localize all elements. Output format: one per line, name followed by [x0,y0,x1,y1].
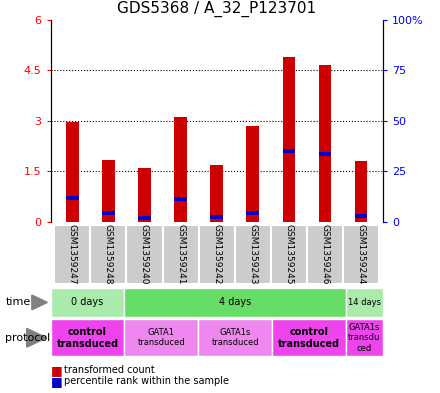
Text: GSM1359244: GSM1359244 [357,224,366,285]
Text: GSM1359241: GSM1359241 [176,224,185,285]
Title: GDS5368 / A_32_P123701: GDS5368 / A_32_P123701 [117,1,316,17]
Bar [54,225,90,284]
Text: time: time [5,298,30,307]
Text: 4 days: 4 days [219,298,251,307]
Bar [51,319,125,356]
Bar [125,288,346,317]
Text: 0 days: 0 days [71,298,104,307]
Bar [282,149,295,152]
Bar [125,319,198,356]
Text: protocol: protocol [5,333,51,343]
Bar [319,65,331,222]
Text: control
transduced: control transduced [56,327,118,349]
Bar [51,288,125,317]
Text: percentile rank within the sample: percentile rank within the sample [64,376,229,386]
Bar [174,118,187,222]
Text: GSM1359245: GSM1359245 [284,224,293,285]
Text: GSM1359248: GSM1359248 [104,224,113,285]
Bar [282,57,295,222]
Bar [210,165,223,222]
Text: GATA1s
transduced: GATA1s transduced [211,328,259,347]
Bar [346,319,383,356]
Text: transformed count: transformed count [64,365,154,375]
Bar [126,225,162,284]
Text: GSM1359246: GSM1359246 [320,224,330,285]
Text: GSM1359247: GSM1359247 [68,224,77,285]
Bar [138,168,151,222]
Text: ■: ■ [51,364,62,377]
Bar [66,122,79,222]
Bar [319,152,331,156]
Polygon shape [32,295,48,310]
Bar [343,225,379,284]
Text: ■: ■ [51,375,62,388]
Text: control
transduced: control transduced [278,327,340,349]
Bar [198,225,235,284]
Bar [102,160,115,222]
Bar [162,225,198,284]
Bar [198,319,272,356]
Bar [90,225,126,284]
Bar [355,161,367,222]
Bar [246,211,259,215]
Text: GSM1359243: GSM1359243 [248,224,257,285]
Text: GATA1s
transdu
ced: GATA1s transdu ced [348,323,381,353]
Bar [210,215,223,219]
Bar [271,225,307,284]
Bar [235,225,271,284]
Bar [246,126,259,222]
Bar [355,214,367,219]
Text: 14 days: 14 days [348,298,381,307]
Text: GSM1359242: GSM1359242 [212,224,221,285]
Text: GATA1
transduced: GATA1 transduced [138,328,185,347]
Polygon shape [27,329,47,347]
Text: GSM1359240: GSM1359240 [140,224,149,285]
Bar [138,217,151,220]
Bar [346,288,383,317]
Bar [272,319,346,356]
Bar [307,225,343,284]
Bar [66,196,79,200]
Bar [174,197,187,201]
Bar [102,211,115,215]
